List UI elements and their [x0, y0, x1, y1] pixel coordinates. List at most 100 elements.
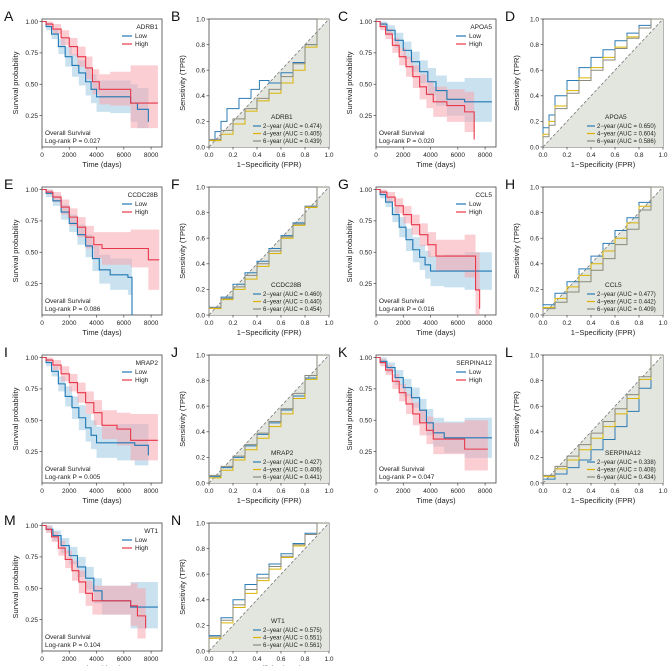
x-tick-label: 8000 [478, 320, 493, 327]
x-axis-label: 1−Specificity (FPR) [237, 160, 302, 169]
survival-line-high [376, 188, 481, 309]
x-tick-label: 0.2 [562, 320, 571, 327]
logrank-p: Log-rank P = 0.047 [379, 474, 435, 481]
x-tick-label: 0.0 [204, 488, 213, 495]
legend-label: 4−year (AUC = 0.408) [597, 468, 656, 474]
x-axis-label: Time (days) [82, 328, 122, 337]
legend-label: 4−year (AUC = 0.604) [597, 132, 656, 138]
legend-label: Low [135, 537, 147, 544]
ci-band-high [42, 189, 160, 290]
x-axis-label: 1−Specificity (FPR) [237, 496, 302, 505]
x-tick-label: 6000 [451, 488, 466, 495]
legend-label: 6−year (AUC = 0.454) [263, 307, 322, 313]
x-axis-label: Time (days) [416, 496, 456, 505]
os-label: Overall Survival [379, 130, 425, 137]
roc-curve-6-year [208, 354, 329, 483]
legend-label: 6−year (AUC = 0.439) [263, 139, 322, 145]
y-tick-label: 0.0 [196, 480, 205, 487]
logrank-p: Log-rank P = 0.086 [45, 306, 101, 313]
y-axis-label: Sensitivity (TPR) [178, 223, 187, 279]
y-tick-label: 0.8 [196, 210, 205, 217]
x-tick-label: 0.4 [252, 152, 261, 159]
x-tick-label: 0 [40, 656, 44, 663]
x-tick-label: 0.2 [228, 488, 237, 495]
x-tick-label: 8000 [478, 152, 493, 159]
x-tick-label: 0.2 [228, 152, 237, 159]
panel-letter: G [338, 176, 349, 192]
x-axis-label: Time (days) [416, 328, 456, 337]
survival-line-high [42, 20, 158, 104]
x-tick-label: 0.4 [586, 320, 595, 327]
x-tick-label: 0.6 [610, 320, 619, 327]
x-tick-label: 6000 [117, 656, 132, 663]
y-tick-label: 0.50 [359, 250, 372, 257]
roc-curve-6-year [208, 186, 329, 315]
panel-letter: J [171, 344, 178, 360]
legend-title: ADRB1 [136, 24, 158, 31]
legend-title: CCDC28B [271, 282, 301, 289]
y-tick-label: 0.50 [359, 418, 372, 425]
legend-label: 6−year (AUC = 0.586) [597, 139, 656, 145]
y-tick-label: 0.0 [196, 312, 205, 319]
survival-line-high [42, 524, 147, 629]
y-tick-label: 1.0 [530, 16, 539, 23]
x-tick-label: 0.4 [252, 320, 261, 327]
legend-label: 2−year (AUC = 0.650) [597, 124, 656, 130]
y-tick-label: 0.4 [196, 597, 205, 604]
y-axis-label: Sensitivity (TPR) [178, 559, 187, 615]
x-tick-label: 4000 [89, 656, 104, 663]
x-tick-label: 0.6 [610, 152, 619, 159]
panel-letter: A [4, 8, 14, 24]
x-tick-label: 1.0 [324, 488, 333, 495]
logrank-p: Log-rank P = 0.005 [45, 474, 101, 481]
y-tick-label: 1.00 [25, 19, 38, 26]
ci-band-high [376, 357, 488, 471]
x-tick-label: 4000 [89, 488, 104, 495]
y-tick-label: 0.25 [25, 617, 38, 624]
x-tick-label: 0.0 [204, 656, 213, 663]
y-axis-label: Sensitivity (TPR) [178, 55, 187, 111]
x-tick-label: 2000 [396, 320, 411, 327]
x-tick-label: 8000 [144, 656, 159, 663]
legend-label: Low [135, 369, 147, 376]
panel-letter: N [171, 512, 181, 528]
x-tick-label: 0 [40, 152, 44, 159]
x-tick-label: 0.8 [300, 656, 309, 663]
x-tick-label: 0 [374, 488, 378, 495]
logrank-p: Log-rank P = 0.020 [379, 138, 435, 145]
x-tick-label: 6000 [117, 320, 132, 327]
x-tick-label: 8000 [144, 488, 159, 495]
y-tick-label: 0.2 [530, 119, 539, 126]
roc-curve-6-year [542, 354, 663, 483]
y-tick-label: 1.0 [196, 352, 205, 359]
y-tick-label: 0.4 [530, 429, 539, 436]
legend-label: High [135, 377, 149, 384]
legend-title: SERPINA12 [605, 450, 641, 457]
survival-line-low [376, 188, 492, 272]
x-tick-label: 0.0 [204, 320, 213, 327]
legend-title: ADRB1 [271, 114, 293, 121]
y-tick-label: 0.75 [25, 50, 38, 57]
x-tick-label: 0.6 [610, 488, 619, 495]
y-tick-label: 0.75 [359, 50, 372, 57]
x-tick-label: 4000 [89, 152, 104, 159]
y-tick-label: 1.0 [196, 16, 205, 23]
legend-label: 6−year (AUC = 0.434) [597, 475, 656, 481]
logrank-p: Log-rank P = 0.104 [45, 642, 101, 649]
x-tick-label: 0 [40, 488, 44, 495]
y-tick-label: 1.00 [25, 355, 38, 362]
y-axis-label: Survival probability [345, 219, 354, 282]
x-tick-label: 0.0 [204, 152, 213, 159]
logrank-p: Log-rank P = 0.027 [45, 138, 101, 145]
x-tick-label: 0 [40, 320, 44, 327]
panel-b: B ADRB1 2−year (AUC = 0.474) 4−year (AUC = … [171, 8, 334, 169]
x-tick-label: 8000 [144, 152, 159, 159]
x-tick-label: 6000 [451, 152, 466, 159]
legend-label: Low [469, 33, 481, 40]
x-tick-label: 0.6 [276, 152, 285, 159]
legend-title: SERPINA12 [456, 360, 492, 367]
